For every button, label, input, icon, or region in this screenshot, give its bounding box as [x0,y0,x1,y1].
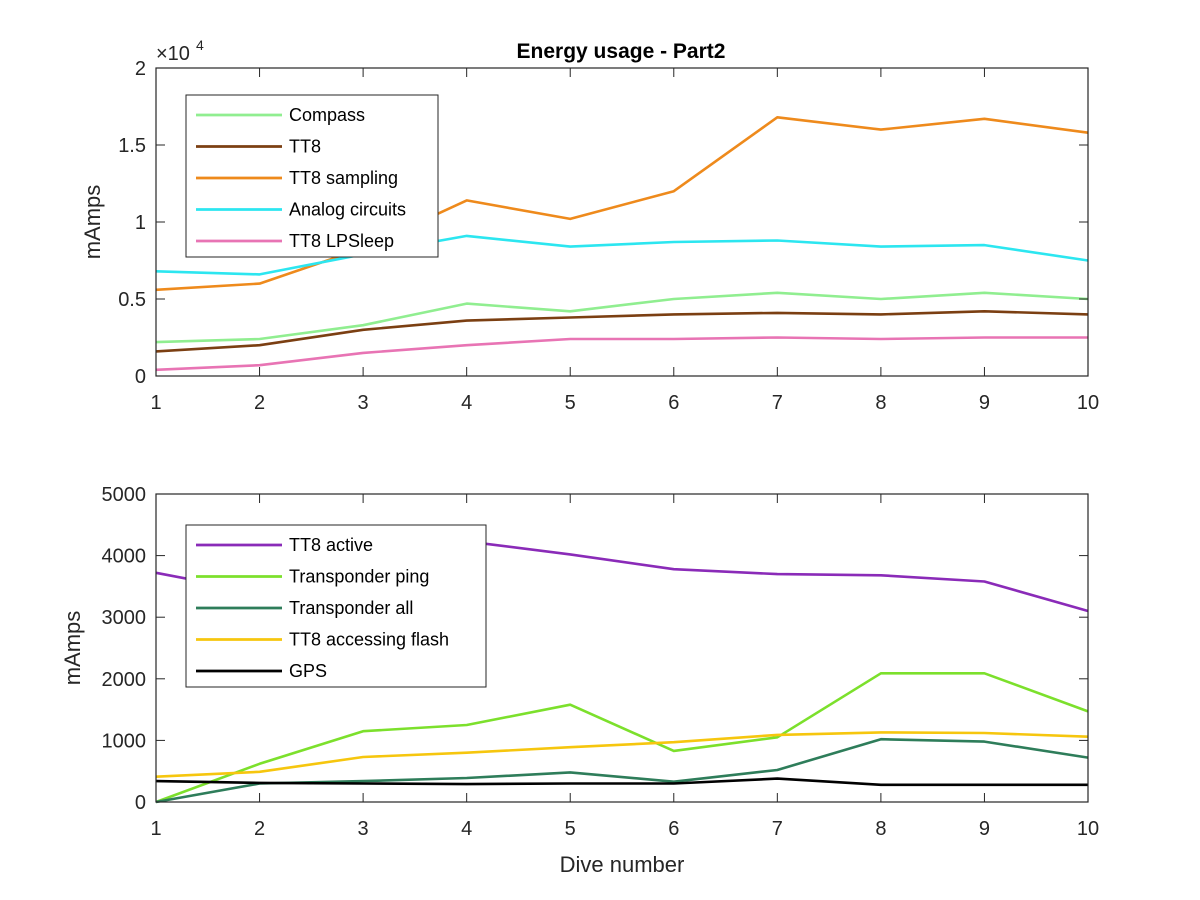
x-axis-label: Dive number [560,852,685,877]
legend-entry-label: Analog circuits [289,200,406,220]
x-tick-label: 8 [875,818,886,840]
x-tick-label: 8 [875,392,886,414]
legend-entry-label: TT8 [289,137,321,157]
y-tick-label: 4000 [102,546,147,568]
x-tick-label: 2 [254,818,265,840]
series-line-analog-circuits [155,234,1089,276]
series-line-transponder-ping [155,671,1089,804]
series-line-compass [155,291,1089,344]
legend-entry-label: TT8 sampling [289,168,398,188]
y-tick-label: 2000 [102,669,147,691]
legend-entry-label: Transponder all [289,598,413,618]
y-tick-label: 1.5 [118,135,146,157]
x-tick-label: 5 [565,392,576,414]
axes-box [155,493,1089,803]
y-tick-label: 3000 [102,607,147,629]
x-tick-label: 4 [461,818,472,840]
y-tick-label: 2 [135,58,146,80]
y-tick-label: 1000 [102,730,147,752]
legend: TT8 active Transponder ping Transponder al… [185,524,487,688]
chart-title: Energy usage - Part2 [517,40,726,63]
legend-entry-label: TT8 accessing flash [289,630,449,650]
legend-entry-label: GPS [289,661,327,681]
legend-box [185,524,487,688]
x-tick-label: 10 [1077,392,1099,414]
x-tick-label: 7 [772,818,783,840]
series-line-tt8-lpsleep [155,336,1088,372]
x-tick-label: 3 [358,818,369,840]
legend-entry-label: TT8 LPSleep [289,231,394,251]
y-tick-label: 5000 [102,484,147,506]
y-tick-label: 0 [135,366,146,388]
legend-entry-label: Compass [289,105,365,125]
x-tick-label: 6 [668,392,679,414]
y-tick-label: 0 [135,792,146,814]
y-tick-label: 1 [135,212,146,234]
y-axis-label: mAmps [80,185,105,260]
x-tick-label: 5 [565,818,576,840]
top-plot: 1 2 3 4 5 6 7 8 9 10 0 0.5 1 1.5 2 ×10 4 mAmps Compass TT8 T… [80,37,1099,414]
x-tick-label: 10 [1077,818,1099,840]
series-line-tt8-accessing-flash [155,731,1089,778]
legend-entry-label: Transponder ping [289,567,429,587]
y-tick-label: 0.5 [118,289,146,311]
x-tick-label: 9 [979,818,990,840]
legend-entry-label: TT8 active [289,535,373,555]
x-tick-label: 4 [461,392,472,414]
x-tick-label: 9 [979,392,990,414]
bottom-plot: 1 2 3 4 5 6 7 8 9 10 0 1000 2000 3000 4000 5000 mAmps Div… [60,484,1099,877]
legend: Compass TT8 TT8 sampling Analog circuits TT8… [185,94,439,258]
x-tick-label: 6 [668,818,679,840]
y-axis-label: mAmps [60,611,85,686]
x-tick-label: 2 [254,392,265,414]
series-line-tt8 [155,309,1089,353]
y-axis-multiplier: ×10 [156,43,190,65]
y-axis-multiplier-exponent: 4 [196,37,204,53]
x-tick-label: 1 [150,818,161,840]
legend-box [185,94,439,258]
series-line-gps [155,777,1088,787]
x-tick-label: 3 [358,392,369,414]
x-tick-label: 1 [150,392,161,414]
x-tick-label: 7 [772,392,783,414]
series-line-tt8-sampling [155,116,1089,292]
